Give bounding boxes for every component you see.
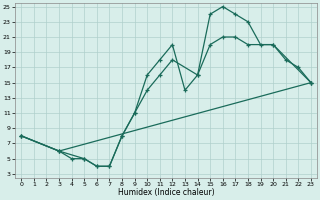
X-axis label: Humidex (Indice chaleur): Humidex (Indice chaleur) — [118, 188, 214, 197]
